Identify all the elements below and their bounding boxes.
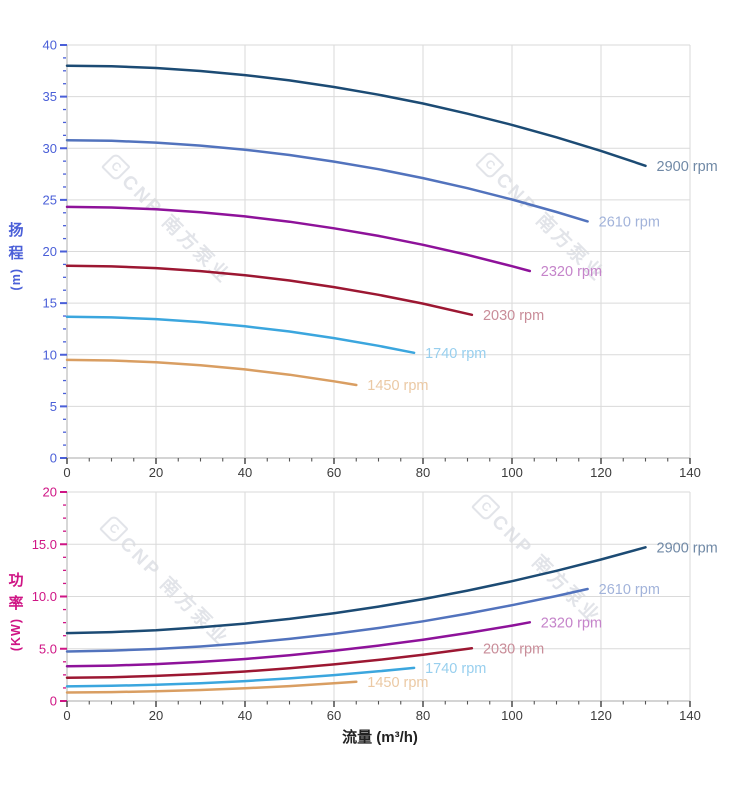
x-tick-label: 0	[63, 465, 70, 480]
curve-label-2030-rpm: 2030 rpm	[483, 308, 544, 324]
y-tick-label: 20	[43, 244, 57, 259]
x-tick-label: 140	[679, 708, 701, 723]
curve-label-2320-rpm: 2320 rpm	[541, 264, 602, 280]
curve-1740-rpm	[65, 666, 416, 688]
y-tick-label: 25	[43, 192, 57, 207]
x-tick-label: 40	[238, 465, 252, 480]
curve-label-2610-rpm: 2610 rpm	[599, 214, 660, 230]
head-axis-title-chars: 扬程	[8, 222, 24, 262]
curve-2320-rpm	[65, 205, 532, 273]
curve-1740-rpm	[65, 315, 416, 355]
x-tick-label: 40	[238, 708, 252, 723]
y-tick-label: 15	[43, 296, 57, 311]
curve-label-1740-rpm: 1740 rpm	[425, 346, 486, 362]
curve-2900-rpm	[65, 64, 647, 168]
head-axis-title-unit: (m)	[9, 268, 23, 291]
curve-1450-rpm	[65, 680, 358, 694]
curve-label-1450-rpm: 1450 rpm	[367, 378, 428, 394]
x-tick-label: 140	[679, 465, 701, 480]
curve-2320-rpm	[65, 621, 532, 668]
curve-label-1740-rpm: 1740 rpm	[425, 661, 486, 677]
curve-label-2320-rpm: 2320 rpm	[541, 615, 602, 631]
curve-2030-rpm	[65, 647, 474, 679]
curve-label-2030-rpm: 2030 rpm	[483, 641, 544, 657]
y-tick-label: 40	[43, 38, 57, 53]
y-tick-label: 15.0	[32, 537, 57, 552]
power-axis-title-chars: 功率	[8, 572, 24, 612]
curve-label-1450-rpm: 1450 rpm	[367, 675, 428, 691]
power-axis-title-unit: (KW)	[9, 618, 23, 652]
y-tick-label: 35	[43, 89, 57, 104]
curve-label-2610-rpm: 2610 rpm	[599, 582, 660, 598]
y-tick-label: 20	[43, 485, 57, 500]
x-tick-label: 20	[149, 708, 163, 723]
head-axis-title: 扬程 (m)	[8, 220, 24, 290]
y-tick-label: 0	[50, 694, 57, 709]
power-axis-title: 功率 (KW)	[8, 570, 24, 651]
x-tick-label: 60	[327, 708, 341, 723]
curve-2610-rpm	[65, 587, 589, 653]
x-tick-label: 80	[416, 465, 430, 480]
curve-2610-rpm	[65, 138, 589, 223]
y-tick-label: 10	[43, 347, 57, 362]
curve-label-2900-rpm: 2900 rpm	[657, 540, 718, 556]
x-tick-label: 120	[590, 708, 612, 723]
x-tick-label: 20	[149, 465, 163, 480]
y-tick-label: 30	[43, 141, 57, 156]
x-tick-label: 100	[501, 708, 523, 723]
x-tick-label: 80	[416, 708, 430, 723]
y-tick-label: 0	[50, 451, 57, 466]
curve-2030-rpm	[65, 264, 474, 317]
x-tick-label: 100	[501, 465, 523, 480]
curve-2900-rpm	[65, 546, 647, 635]
x-tick-label: 60	[327, 465, 341, 480]
curve-label-2900-rpm: 2900 rpm	[657, 159, 718, 175]
y-tick-label: 5	[50, 399, 57, 414]
y-tick-label: 5.0	[39, 641, 57, 656]
curve-1450-rpm	[65, 358, 358, 387]
x-tick-label: 120	[590, 465, 612, 480]
flow-axis-title: 流量 (m³/h)	[342, 729, 418, 746]
x-tick-label: 0	[63, 708, 70, 723]
y-tick-label: 10.0	[32, 589, 57, 604]
